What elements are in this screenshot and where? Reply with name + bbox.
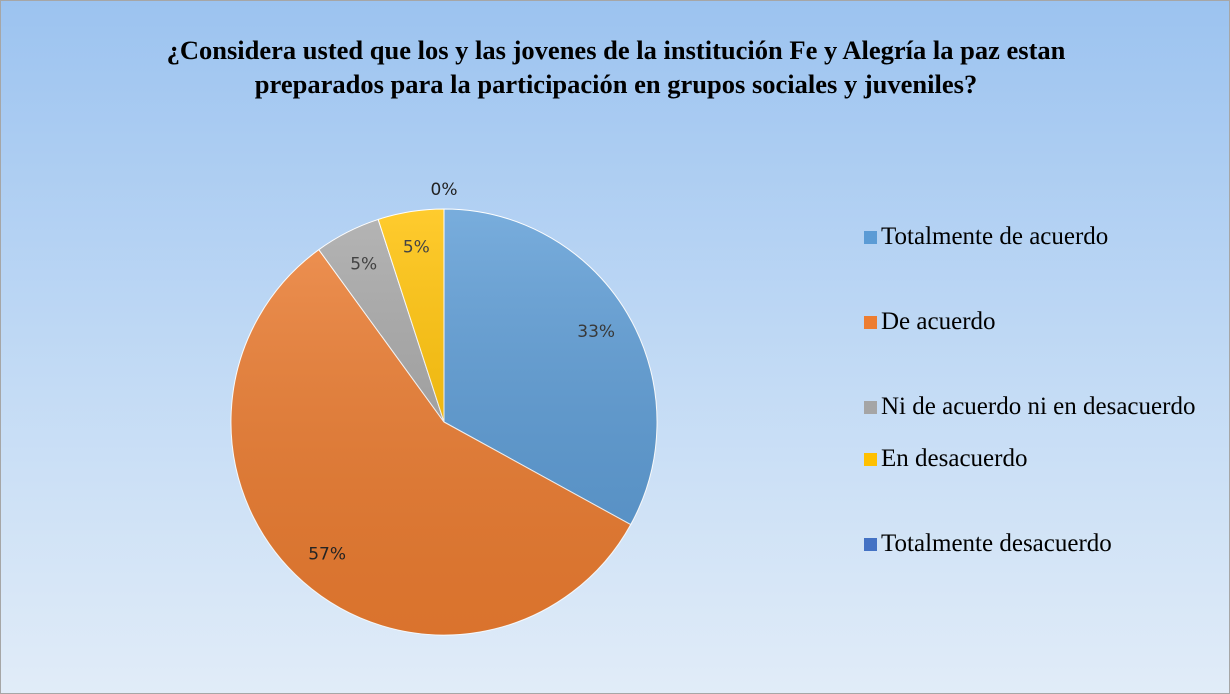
legend-item: En desacuerdo [861,441,1221,476]
legend-label: Ni de acuerdo ni en desacuerdo [881,393,1196,420]
legend-swatch [864,538,877,551]
data-label: 5% [350,254,377,274]
data-label: 57% [308,545,346,565]
legend-swatch [864,316,877,329]
legend-label: De acuerdo [881,308,996,335]
data-label: 5% [403,237,430,257]
data-label: 33% [577,322,615,342]
legend-swatch [864,231,877,244]
legend-label: Totalmente desacuerdo [881,530,1112,557]
legend-swatch [864,401,877,414]
legend-item: Totalmente de acuerdo [861,219,1221,254]
legend-item: Ni de acuerdo ni en desacuerdo [861,389,1221,424]
chart-title: ¿Considera usted que los y las jovenes d… [166,35,1066,99]
legend-swatch [864,453,877,466]
legend-item: De acuerdo [861,304,1221,339]
legend-item: Totalmente desacuerdo [861,526,1221,561]
legend-label: En desacuerdo [881,445,1028,472]
legend-label: Totalmente de acuerdo [881,223,1109,250]
data-label: 0% [431,180,458,200]
legend: Totalmente de acuerdo De acuerdo Ni de acu… [861,219,1221,611]
